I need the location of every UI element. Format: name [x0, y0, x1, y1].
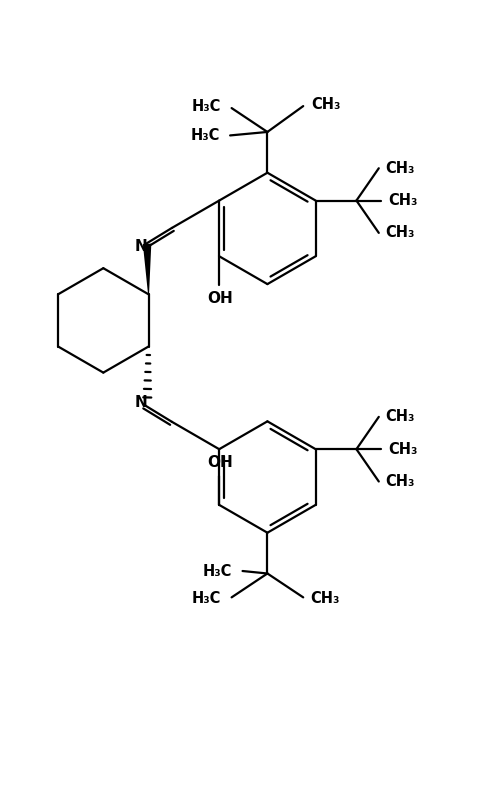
Text: CH₃: CH₃ — [385, 474, 415, 489]
Text: H₃C: H₃C — [191, 128, 220, 143]
Text: N: N — [135, 239, 147, 254]
Text: CH₃: CH₃ — [310, 591, 340, 606]
Text: CH₃: CH₃ — [385, 409, 415, 425]
Text: CH₃: CH₃ — [311, 97, 341, 112]
Text: N: N — [135, 396, 147, 411]
Text: OH: OH — [207, 291, 233, 306]
Text: H₃C: H₃C — [192, 99, 221, 114]
Text: CH₃: CH₃ — [385, 161, 415, 176]
Text: H₃C: H₃C — [203, 564, 232, 579]
Text: CH₃: CH₃ — [388, 193, 417, 208]
Text: H₃C: H₃C — [192, 591, 221, 606]
Text: OH: OH — [207, 455, 233, 470]
Text: CH₃: CH₃ — [388, 442, 417, 457]
Polygon shape — [143, 243, 151, 294]
Text: CH₃: CH₃ — [385, 225, 415, 240]
